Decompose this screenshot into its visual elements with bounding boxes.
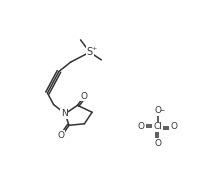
- Text: O: O: [57, 131, 64, 140]
- Text: S: S: [87, 47, 93, 57]
- Text: +: +: [92, 46, 97, 51]
- Text: O: O: [170, 122, 177, 131]
- Text: N: N: [61, 109, 68, 118]
- Text: O: O: [138, 122, 145, 131]
- Text: O: O: [154, 106, 161, 115]
- Text: O: O: [81, 91, 88, 101]
- Text: −: −: [160, 107, 165, 112]
- Text: Cl: Cl: [153, 122, 162, 131]
- Text: O: O: [154, 138, 161, 147]
